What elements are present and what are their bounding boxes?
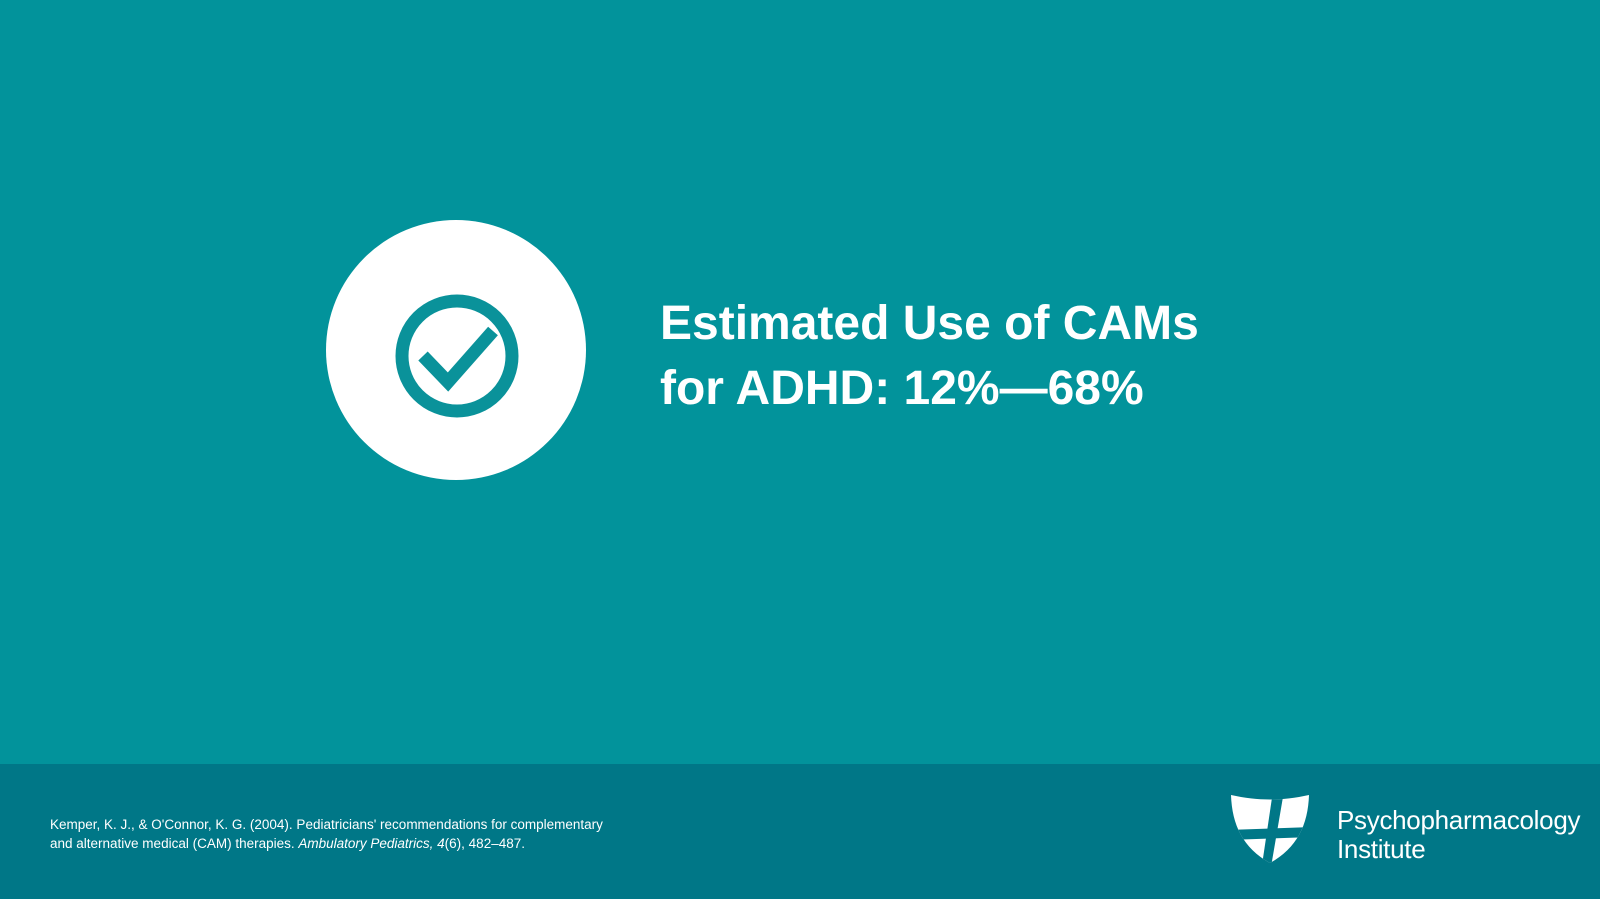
logo-name-line2: Institute	[1337, 834, 1426, 864]
logo: Psychopharmacology Institute	[1228, 793, 1580, 865]
shield-cross-icon	[1231, 795, 1309, 863]
footer-band: Kemper, K. J., & O'Connor, K. G. (2004).…	[0, 764, 1600, 899]
slide-title-line2: for ADHD: 12%—68%	[660, 362, 1144, 415]
check-circle-icon	[395, 294, 519, 418]
citation-line2-prefix: and alternative medical (CAM) therapies.	[50, 835, 299, 851]
slide-title: Estimated Use of CAMs for ADHD: 12%—68%	[660, 291, 1199, 421]
slide-title-line1: Estimated Use of CAMs	[660, 297, 1199, 350]
citation-line1: Kemper, K. J., & O'Connor, K. G. (2004).…	[50, 817, 603, 832]
logo-name-line1: Psychopharmacology	[1337, 805, 1581, 835]
citation-line2-suffix: (6), 482–487.	[444, 835, 525, 851]
citation: Kemper, K. J., & O'Connor, K. G. (2004).…	[50, 816, 603, 853]
check-circle-badge	[326, 220, 586, 480]
logo-wordmark: Psychopharmacology Institute	[1337, 806, 1580, 864]
citation-journal: Ambulatory Pediatrics, 4	[298, 835, 445, 851]
